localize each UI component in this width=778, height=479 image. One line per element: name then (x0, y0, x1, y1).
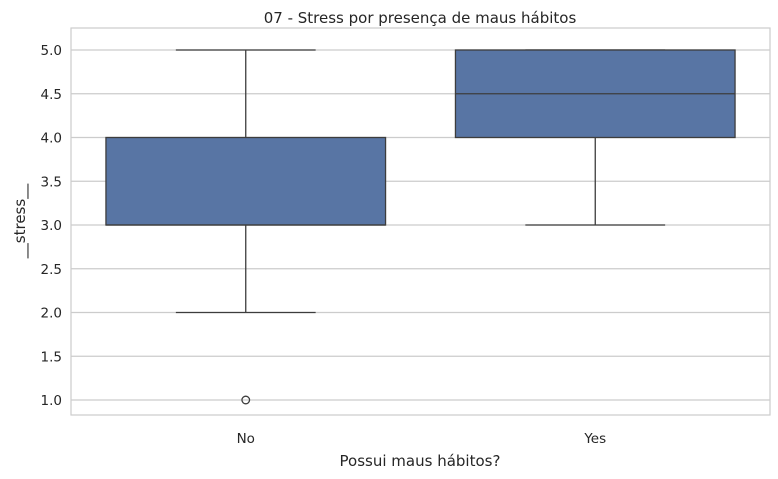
y-tick-label: 3.0 (41, 218, 62, 234)
y-tick-label: 1.0 (41, 393, 62, 409)
y-tick-label: 3.5 (41, 174, 62, 190)
plot-frame (70, 27, 771, 416)
y-tick-label: 2.5 (41, 262, 62, 278)
x-tick-label: No (237, 431, 255, 447)
y-tick-label: 4.5 (41, 87, 62, 103)
y-tick-label: 5.0 (41, 43, 62, 59)
y-tick-labels: 1.0 1.5 2.0 2.5 3.0 3.5 4.0 4.5 5.0 (41, 43, 62, 409)
y-tick-label: 2.0 (41, 306, 62, 322)
outlier-point (241, 395, 251, 405)
y-tick-label: 1.5 (41, 349, 62, 365)
x-tick-labels: No Yes (237, 431, 607, 447)
box-no (105, 136, 387, 226)
x-tick-label: Yes (583, 431, 606, 447)
chart-title: 07 - Stress por presença de maus hábitos (264, 9, 577, 27)
box-group (105, 49, 736, 405)
y-axis-label: __stress__ (11, 183, 30, 259)
y-tick-label: 4.0 (41, 131, 62, 147)
x-axis-label: Possui maus hábitos? (340, 452, 501, 470)
